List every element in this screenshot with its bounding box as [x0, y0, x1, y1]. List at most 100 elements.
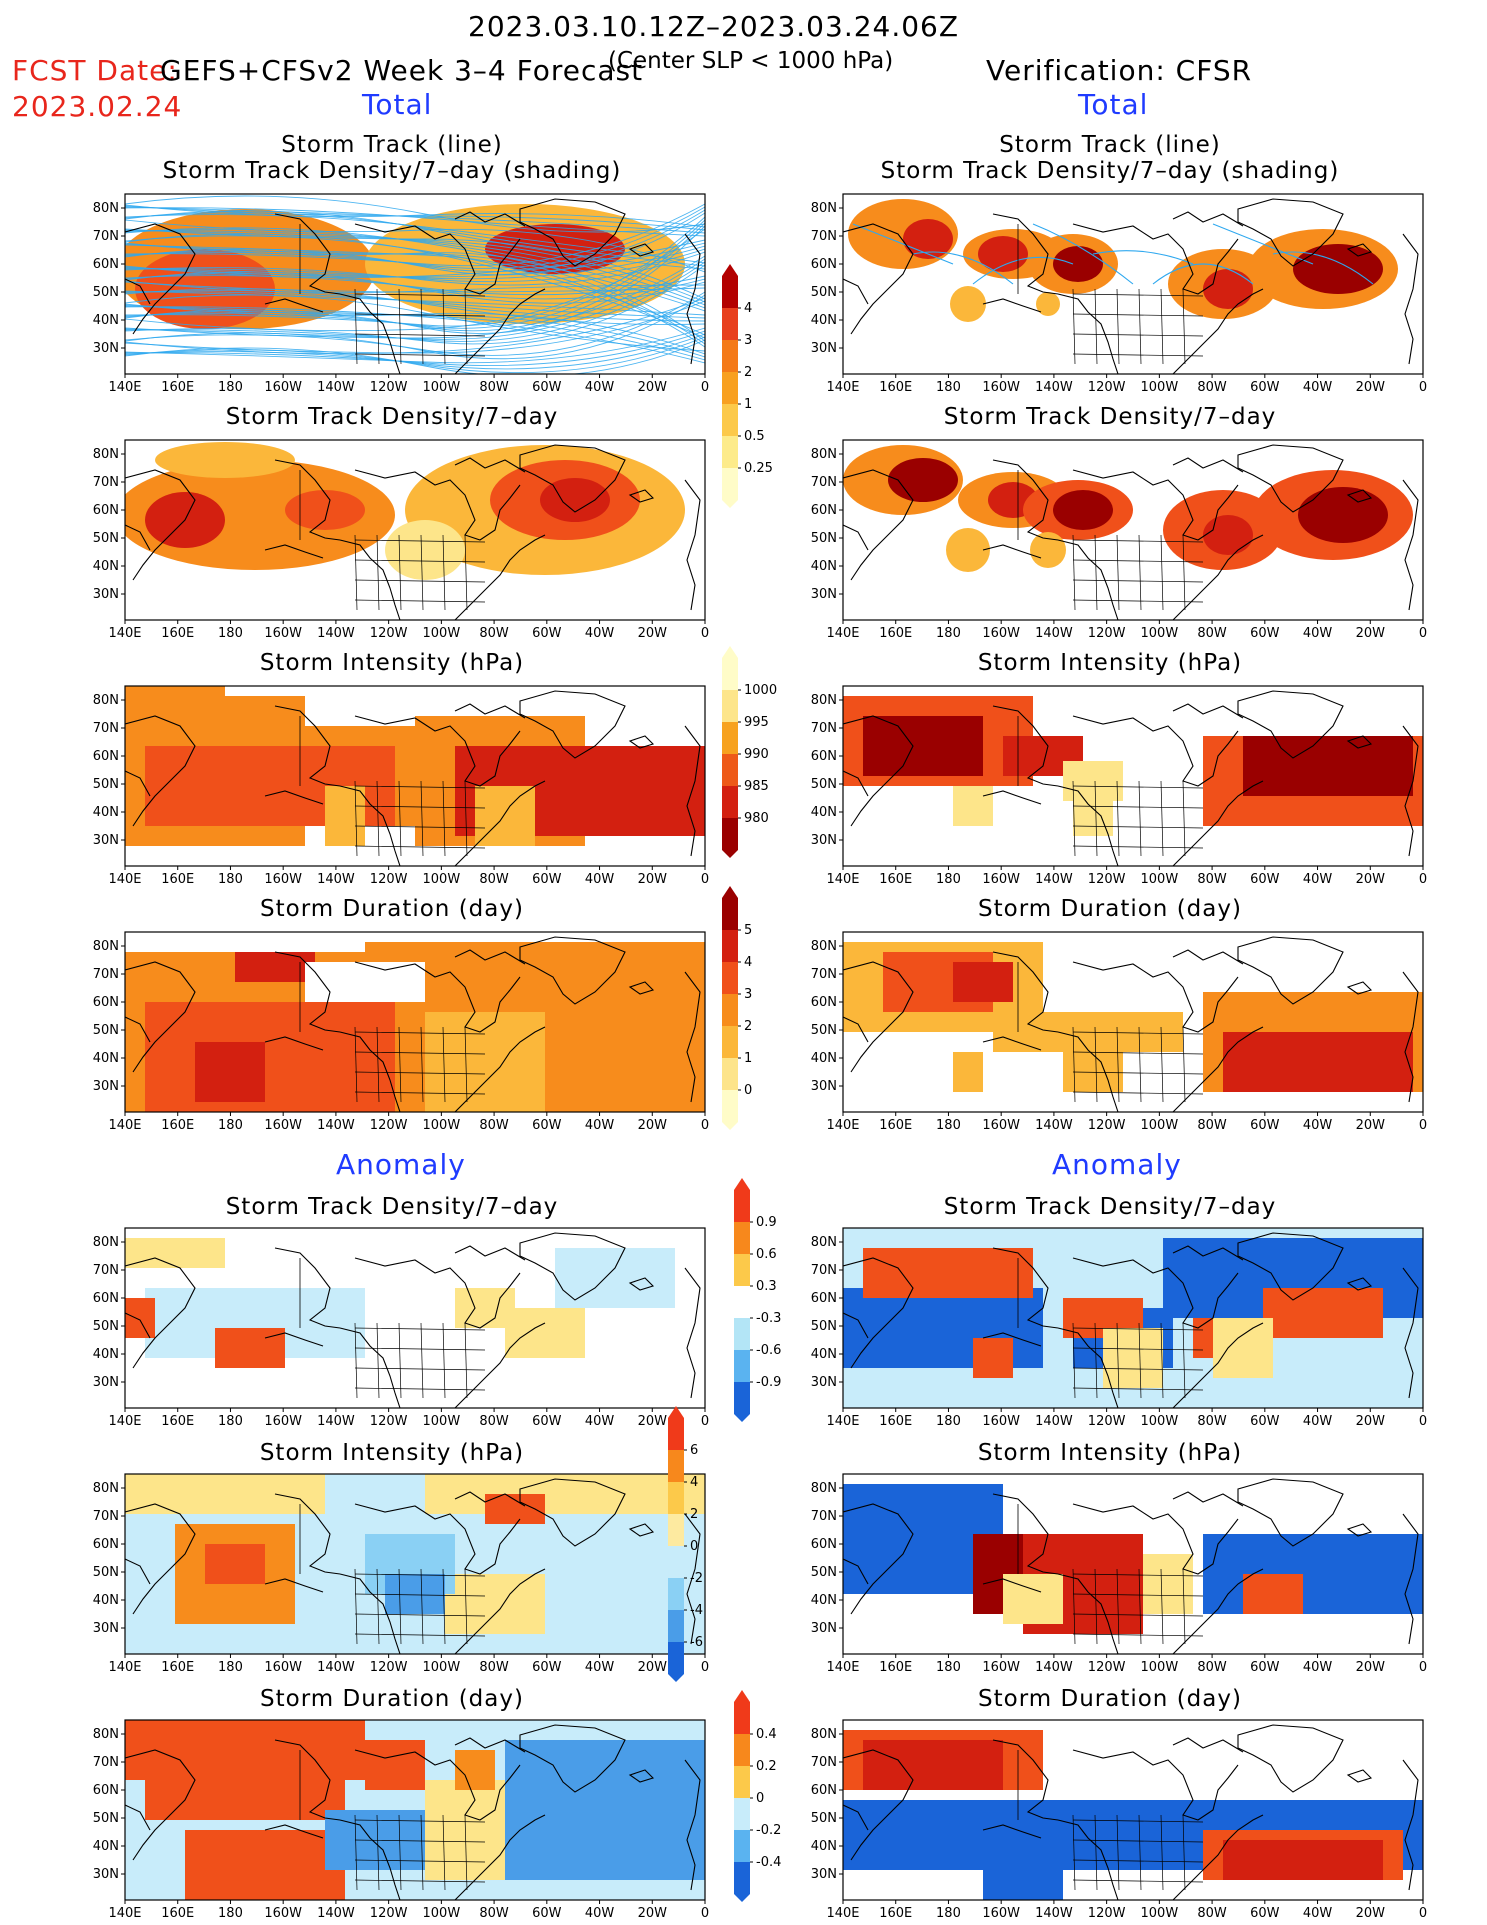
- lon-tick-label: 160E: [161, 1660, 194, 1675]
- lon-tick-label: 160W: [982, 380, 1020, 395]
- lon-tick-label: 0: [1419, 626, 1427, 641]
- lat-tick-label: 70N: [811, 1509, 837, 1524]
- lat-tick-label: 40N: [811, 559, 837, 574]
- lon-tick-label: 40W: [1303, 380, 1333, 395]
- lat-tick-label: 50N: [811, 1565, 837, 1580]
- lon-tick-label: 80W: [479, 626, 509, 641]
- lon-tick-label: 120W: [370, 1414, 408, 1429]
- title-duration-anom-right: Storm Duration (day): [978, 1686, 1242, 1712]
- period-title: 2023.03.10.12Z–2023.03.24.06Z: [468, 10, 960, 43]
- lat-tick-label: 60N: [93, 1537, 119, 1552]
- colorbar-label: -0.2: [756, 1823, 781, 1838]
- lat-tick-label: 80N: [811, 693, 837, 708]
- lon-tick-label: 100W: [423, 1414, 461, 1429]
- map-duration-forecast: 80N 70N 60N 50N 40N 30N 140E 160E 180 160W 140W 120…: [80, 930, 720, 1136]
- lon-tick-label: 40W: [585, 1118, 615, 1133]
- fcst-date: 2023.02.24: [12, 90, 183, 123]
- lat-tick-label: 80N: [811, 1727, 837, 1742]
- lon-tick-label: 20W: [1356, 1414, 1386, 1429]
- map-intensity-verification: 80N 70N 60N 50N 40N 30N 140E 160E 180 160W 140W 120…: [798, 684, 1438, 890]
- title-track-shading-right: Storm Track Density/7–day (shading): [880, 158, 1340, 184]
- colorbar-intensity-anomaly: 6 4 2 0 -2 -4 -6: [664, 1406, 744, 1686]
- lat-tick-label: 50N: [93, 285, 119, 300]
- colorbar-label: 0.2: [756, 1759, 777, 1774]
- lon-tick-label: 140W: [1035, 626, 1073, 641]
- map-canvas: 80N 70N 60N 50N 40N 30N 140E 160E 180 160W 140W 120…: [811, 1473, 1427, 1675]
- colorbar-segment: [722, 276, 738, 308]
- lon-tick-label: 40W: [585, 380, 615, 395]
- lon-tick-label: 0: [1419, 1906, 1427, 1921]
- colorbar-segment: [734, 1286, 750, 1318]
- lon-tick-label: 60W: [1250, 380, 1280, 395]
- lon-tick-label: 140E: [826, 872, 859, 887]
- colorbar-segment: [722, 754, 738, 786]
- lat-tick-label: 40N: [93, 559, 119, 574]
- lon-tick-label: 180: [936, 872, 961, 887]
- lon-tick-label: 40W: [1303, 1414, 1333, 1429]
- lon-tick-label: 120W: [370, 626, 408, 641]
- title-track-line-right: Storm Track (line): [999, 132, 1221, 158]
- lat-tick-label: 50N: [811, 1319, 837, 1334]
- map-duration-anomaly-verification: 80N 70N 60N 50N 40N 30N 140E 160E 180 160W 140W 120…: [798, 1718, 1438, 1924]
- section-total-left: Total: [362, 88, 433, 121]
- colorbar-segment: [734, 1766, 750, 1798]
- lon-tick-label: 60W: [532, 626, 562, 641]
- lat-tick-label: 70N: [811, 967, 837, 982]
- lat-tick-label: 60N: [811, 257, 837, 272]
- lon-tick-label: 100W: [423, 1660, 461, 1675]
- lon-tick-label: 100W: [423, 1906, 461, 1921]
- colorbar-segment: [722, 468, 738, 500]
- lon-tick-label: 120W: [1088, 1118, 1126, 1133]
- lat-tick-label: 80N: [811, 939, 837, 954]
- lat-tick-label: 30N: [93, 1079, 119, 1094]
- lat-tick-label: 50N: [811, 777, 837, 792]
- lon-tick-label: 100W: [1141, 872, 1179, 887]
- lon-tick-label: 60W: [532, 1660, 562, 1675]
- lon-tick-label: 120W: [370, 1118, 408, 1133]
- lon-tick-label: 40W: [1303, 1118, 1333, 1133]
- colorbar-label: 0: [690, 1539, 698, 1554]
- lat-tick-label: 70N: [811, 721, 837, 736]
- lon-tick-label: 40W: [1303, 1906, 1333, 1921]
- lat-tick-label: 50N: [93, 1023, 119, 1038]
- colorbar-label: 2: [744, 365, 752, 380]
- lat-tick-label: 70N: [93, 475, 119, 490]
- lon-tick-label: 120W: [1088, 626, 1126, 641]
- lat-tick-label: 70N: [93, 1263, 119, 1278]
- lat-tick-label: 40N: [93, 313, 119, 328]
- lon-tick-label: 0: [1419, 1660, 1427, 1675]
- colorbar-label: 0.3: [756, 1279, 777, 1294]
- lat-tick-label: 50N: [93, 1319, 119, 1334]
- colorbar-density-total: 4 3 2 1 0.5 0.25: [718, 264, 798, 512]
- lon-tick-label: 80W: [479, 1906, 509, 1921]
- map-intensity-anomaly-forecast: 80N 70N 60N 50N 40N 30N 140E 160E 180 160W 140W 120…: [80, 1472, 720, 1678]
- colorbar-segment: [722, 436, 738, 468]
- lon-tick-label: 180: [936, 1906, 961, 1921]
- lat-tick-label: 70N: [811, 229, 837, 244]
- lon-tick-label: 160W: [264, 872, 302, 887]
- lon-tick-label: 140W: [1035, 1660, 1073, 1675]
- colorbar-segment: [722, 308, 738, 340]
- colorbar-segment: [668, 1514, 684, 1546]
- lon-tick-label: 160W: [982, 1660, 1020, 1675]
- lon-tick-label: 0: [1419, 1414, 1427, 1429]
- lon-tick-label: 140W: [317, 1118, 355, 1133]
- lon-tick-label: 160E: [879, 626, 912, 641]
- colorbar-label: 990: [744, 747, 769, 762]
- title-track-line-left: Storm Track (line): [281, 132, 503, 158]
- lon-tick-label: 160E: [879, 380, 912, 395]
- colorbar-segment: [722, 404, 738, 436]
- map-intensity-forecast: 80N 70N 60N 50N 40N 30N 140E 160E 180 160W 140W 120…: [80, 684, 720, 890]
- map-canvas: 80N 70N 60N 50N 40N 30N 140E 160E 180 160W 140W 120…: [811, 931, 1427, 1133]
- colorbar-label: 5: [744, 923, 752, 938]
- lon-tick-label: 80W: [479, 1660, 509, 1675]
- lat-tick-label: 30N: [93, 587, 119, 602]
- lon-tick-label: 20W: [638, 626, 668, 641]
- lon-tick-label: 100W: [423, 872, 461, 887]
- lat-tick-label: 40N: [811, 805, 837, 820]
- lat-tick-label: 30N: [811, 1079, 837, 1094]
- colorbar-intensity-total: 1000 995 990 985 980: [718, 646, 798, 862]
- lat-tick-label: 60N: [93, 503, 119, 518]
- lon-tick-label: 140E: [108, 1660, 141, 1675]
- lon-tick-label: 60W: [1250, 872, 1280, 887]
